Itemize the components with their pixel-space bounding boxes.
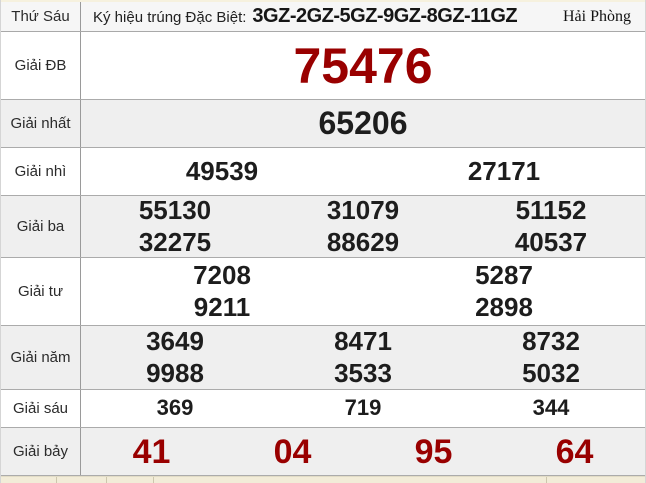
prize-number: 3533 bbox=[334, 357, 392, 388]
prize-number: 369 bbox=[156, 395, 194, 421]
number-line: 75476 bbox=[81, 41, 645, 91]
prize-numbers: 3649 8471 8732 9988 3533 5032 bbox=[81, 326, 645, 389]
prize-number: 27171 bbox=[467, 155, 541, 186]
special-symbol-label: Ký hiệu trúng Đặc Biệt: bbox=[93, 9, 247, 26]
prize-number: 8732 bbox=[522, 325, 580, 356]
bottom-divider bbox=[56, 477, 57, 483]
prize-number: 32275 bbox=[138, 226, 212, 257]
prize-number: 8471 bbox=[334, 325, 392, 356]
number-line: 49539 27171 bbox=[81, 156, 645, 188]
bottom-partial-row bbox=[1, 476, 645, 483]
prize-row: Giải sáu 369 719 344 bbox=[1, 390, 645, 428]
prize-numbers: 65206 bbox=[81, 100, 645, 147]
prize-number: 95 bbox=[414, 432, 453, 471]
prize-row: Giải tư 7208 5287 9211 2898 bbox=[1, 258, 645, 326]
prize-rows-container: Giải ĐB 75476 Giải nhất 65206 Giải nhì 49539 2… bbox=[1, 32, 645, 476]
top-divider bbox=[1, 0, 645, 2]
prize-row: Giải năm 3649 8471 8732 9988 3533 5032 bbox=[1, 326, 645, 390]
special-symbol: Ký hiệu trúng Đặc Biệt: 3GZ-2GZ-5GZ-9GZ-… bbox=[93, 5, 518, 28]
prize-row: Giải ĐB 75476 bbox=[1, 32, 645, 100]
prize-number: 31079 bbox=[326, 194, 400, 225]
number-line: 3649 8471 8732 bbox=[81, 326, 645, 358]
prize-row: Giải nhì 49539 27171 bbox=[1, 148, 645, 196]
prize-label: Giải nhất bbox=[1, 100, 81, 147]
prize-row: Giải ba 55130 31079 51152 32275 88629 40537 bbox=[1, 195, 645, 259]
number-line: 65206 bbox=[81, 104, 645, 143]
number-line: 9211 2898 bbox=[81, 292, 645, 324]
prize-number: 40537 bbox=[514, 226, 588, 257]
prize-number: 719 bbox=[344, 395, 382, 421]
prize-number: 55130 bbox=[138, 194, 212, 225]
prize-row: Giải nhất 65206 bbox=[1, 100, 645, 148]
number-line: 7208 5287 bbox=[81, 260, 645, 292]
prize-number: 9211 bbox=[193, 291, 251, 322]
prize-number: 41 bbox=[132, 432, 171, 471]
prize-label: Giải bảy bbox=[1, 428, 81, 475]
table-header-row: Thứ Sáu Ký hiệu trúng Đặc Biệt: 3GZ-2GZ-… bbox=[1, 2, 645, 32]
prize-number: 9988 bbox=[146, 357, 204, 388]
province-name[interactable]: Hải Phòng bbox=[563, 7, 631, 25]
number-line: 9988 3533 5032 bbox=[81, 358, 645, 390]
prize-number: 5287 bbox=[475, 259, 533, 290]
special-symbol-codes: 3GZ-2GZ-5GZ-9GZ-8GZ-11GZ bbox=[252, 5, 518, 27]
bottom-divider bbox=[153, 477, 154, 483]
number-line: 369 719 344 bbox=[81, 395, 645, 422]
prize-number: 88629 bbox=[326, 226, 400, 257]
prize-number: 3649 bbox=[146, 325, 204, 356]
prize-label: Giải nhì bbox=[1, 148, 81, 195]
prize-label: Giải ba bbox=[1, 196, 81, 257]
day-label: Thứ Sáu bbox=[1, 2, 81, 31]
prize-number: 7208 bbox=[193, 259, 251, 290]
prize-label: Giải sáu bbox=[1, 390, 81, 427]
prize-row: Giải bảy 41 04 95 64 bbox=[1, 428, 645, 476]
prize-number: 2898 bbox=[475, 291, 533, 322]
prize-numbers: 7208 5287 9211 2898 bbox=[81, 258, 645, 325]
bottom-divider bbox=[106, 477, 107, 483]
prize-label: Giải tư bbox=[1, 258, 81, 325]
prize-numbers: 369 719 344 bbox=[81, 390, 645, 427]
number-line: 32275 88629 40537 bbox=[81, 227, 645, 259]
prize-number: 65206 bbox=[318, 104, 408, 141]
prize-numbers: 75476 bbox=[81, 32, 645, 99]
header-content: Ký hiệu trúng Đặc Biệt: 3GZ-2GZ-5GZ-9GZ-… bbox=[81, 5, 645, 28]
prize-number: 75476 bbox=[293, 37, 433, 94]
prize-number: 04 bbox=[273, 432, 312, 471]
number-line: 55130 31079 51152 bbox=[81, 195, 645, 227]
number-line: 41 04 95 64 bbox=[81, 435, 645, 469]
prize-number: 344 bbox=[532, 395, 570, 421]
prize-number: 64 bbox=[555, 432, 594, 471]
prize-numbers: 41 04 95 64 bbox=[81, 428, 645, 475]
prize-number: 51152 bbox=[515, 194, 587, 225]
bottom-divider bbox=[546, 477, 547, 483]
prize-label: Giải ĐB bbox=[1, 32, 81, 99]
prize-number: 5032 bbox=[522, 357, 580, 388]
prize-numbers: 55130 31079 51152 32275 88629 40537 bbox=[81, 195, 645, 259]
prize-label: Giải năm bbox=[1, 326, 81, 389]
prize-numbers: 49539 27171 bbox=[81, 148, 645, 195]
prize-number: 49539 bbox=[185, 155, 259, 186]
